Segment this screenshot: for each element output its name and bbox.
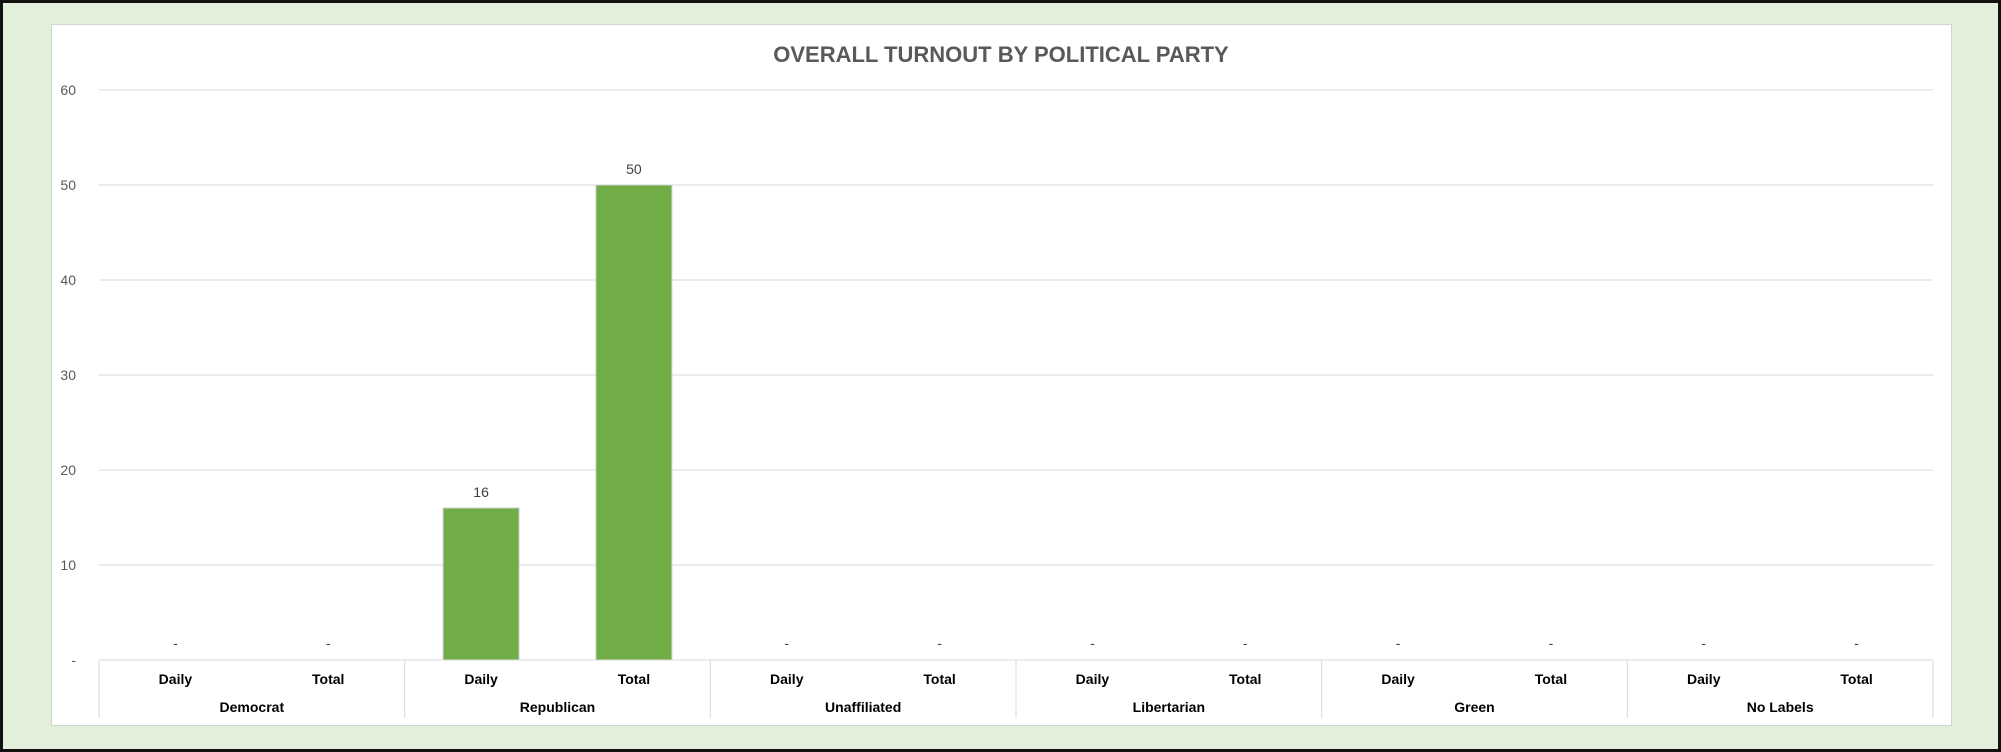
y-tick-label: 50 xyxy=(60,177,76,193)
subcategory-label: Total xyxy=(312,671,344,687)
data-label: - xyxy=(784,635,789,651)
subcategory-label: Daily xyxy=(159,671,193,687)
y-tick-label: 10 xyxy=(60,557,76,573)
group-label: Libertarian xyxy=(1133,699,1205,715)
data-label: - xyxy=(1243,635,1248,651)
subcategory-label: Total xyxy=(1535,671,1567,687)
subcategory-label: Total xyxy=(1840,671,1872,687)
group-label: Green xyxy=(1454,699,1494,715)
y-tick-label: 20 xyxy=(60,462,76,478)
data-label: - xyxy=(326,635,331,651)
y-tick-label: 40 xyxy=(60,272,76,288)
subcategory-label: Total xyxy=(923,671,955,687)
bar xyxy=(595,184,673,661)
subcategory-label: Daily xyxy=(770,671,804,687)
bar xyxy=(442,507,520,661)
subcategory-label: Daily xyxy=(464,671,498,687)
data-label: - xyxy=(1396,635,1401,651)
y-tick-label: 30 xyxy=(60,367,76,383)
data-label: - xyxy=(173,635,178,651)
group-label: Unaffiliated xyxy=(825,699,901,715)
y-axis-ticks: - 10 20 30 40 50 60 xyxy=(60,82,76,668)
chart-title: OVERALL TURNOUT BY POLITICAL PARTY xyxy=(773,42,1229,67)
data-label: 16 xyxy=(473,484,489,500)
group-label: Democrat xyxy=(220,699,285,715)
subcategory-label: Daily xyxy=(1076,671,1110,687)
data-label: - xyxy=(937,635,942,651)
y-tick-label: - xyxy=(71,652,76,668)
group-label: No Labels xyxy=(1747,699,1814,715)
data-label: 50 xyxy=(626,161,642,177)
gridlines xyxy=(99,89,1933,566)
subcategory-label: Total xyxy=(618,671,650,687)
subcategory-label: Daily xyxy=(1381,671,1415,687)
data-label: - xyxy=(1854,635,1859,651)
x-axis: Democrat Daily Total Republican Daily Total Un… xyxy=(98,659,1934,718)
subcategory-label: Daily xyxy=(1687,671,1721,687)
y-tick-label: 60 xyxy=(60,82,76,98)
subcategory-label: Total xyxy=(1229,671,1261,687)
data-label: - xyxy=(1701,635,1706,651)
bars: - - 16 50 - - - - - - - - xyxy=(173,161,1859,661)
data-label: - xyxy=(1090,635,1095,651)
data-label: - xyxy=(1549,635,1554,651)
group-label: Republican xyxy=(520,699,595,715)
